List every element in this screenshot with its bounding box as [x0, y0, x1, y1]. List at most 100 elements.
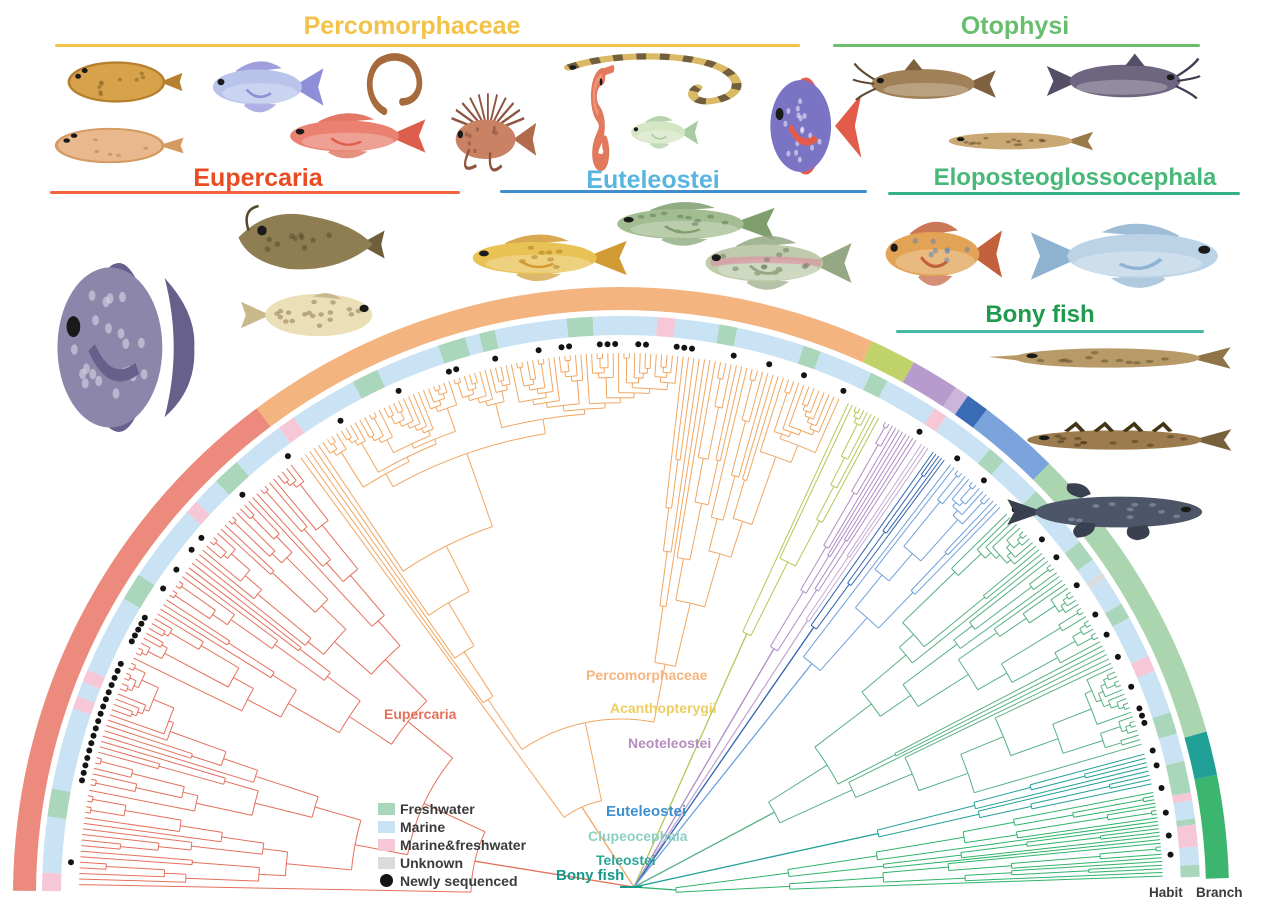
paradise-fish-illustration: [885, 221, 1003, 286]
habit-ring-segment: [236, 427, 291, 477]
legend-label: Newly sequenced: [400, 872, 518, 889]
threadfin-rainbowfish-illustration: [212, 61, 324, 113]
habit-ring-segment: [1180, 864, 1200, 878]
habit-ring-segment: [352, 369, 386, 399]
habit-ring-segment: [377, 345, 445, 388]
newly-sequenced-dot: [840, 387, 847, 394]
newly-sequenced-dot: [635, 341, 642, 348]
internal-label-neoteleostei: Neoteleostei: [628, 735, 712, 751]
habit-ring-segment: [479, 329, 499, 353]
newly-sequenced-dot: [492, 355, 499, 362]
heading-percomorphaceae: Percomorphaceae: [303, 12, 521, 40]
legend-swatch-square: [378, 820, 395, 833]
newly-sequenced-dot: [612, 341, 619, 347]
brown-catfish-illustration: [852, 58, 996, 101]
clade-clade-c: [805, 443, 929, 622]
clade-percomorphaceae: [300, 352, 840, 818]
internal-label-percomorphaceae: Percomorphaceae: [586, 667, 708, 683]
clade-spine-clade-c: [633, 620, 809, 888]
clade-spine-clade-d: [633, 626, 815, 888]
habit-ring-segment: [592, 315, 658, 337]
habit-ring-segment: [77, 681, 101, 703]
habit-ring-segment: [1165, 760, 1191, 796]
habit-ring-segment: [656, 317, 676, 338]
pufferfish-illustration: [240, 293, 373, 337]
habit-ring-segment: [1064, 541, 1093, 571]
dark-catfish-illustration: [1046, 53, 1201, 100]
habit-ring-segment: [1176, 824, 1198, 849]
habit-ring-segment: [716, 324, 738, 347]
habit-ring-segment: [1112, 617, 1149, 664]
habit-ring-segment: [42, 872, 62, 892]
newly-sequenced-dot: [1149, 747, 1156, 754]
newly-sequenced-dot: [79, 777, 85, 784]
heading-underline-euteleostei: [500, 190, 867, 193]
legend-item: Marine&freshwater: [378, 836, 526, 853]
clade-clade-h: [675, 792, 1163, 893]
newly-sequenced-dot: [1092, 611, 1099, 618]
legend-swatch-circle: [380, 874, 393, 887]
newly-sequenced-dot: [1073, 582, 1080, 589]
clade-spine-clade-f: [633, 811, 775, 888]
newly-sequenced-dot: [395, 387, 402, 394]
heading-underline-eloposteoglossocephala: [888, 192, 1240, 195]
newly-sequenced-dot: [188, 546, 195, 553]
legend-label: Unknown: [400, 854, 463, 871]
legend-label: Freshwater: [400, 800, 475, 817]
clade-spine-clade-g: [633, 832, 879, 888]
habit-ring-segment: [123, 574, 155, 609]
newly-sequenced-dot: [689, 345, 695, 352]
legend-swatch-square: [378, 838, 395, 851]
newly-sequenced-dot: [105, 689, 112, 696]
habit-ring-segment: [797, 345, 821, 370]
ladyfish-illustration: [1030, 223, 1218, 288]
branch-ring-segment-clade-e: [973, 409, 1050, 480]
habit-ring-segment: [878, 381, 935, 425]
heading-otophysi: Otophysi: [960, 12, 1070, 40]
red-slender-fish-illustration: [290, 113, 426, 159]
legend-item: Marine: [378, 818, 526, 835]
newly-sequenced-dot: [766, 361, 773, 368]
swamp-eel-illustration: [366, 53, 423, 116]
habit-ring-segment: [465, 333, 484, 356]
newly-sequenced-dot: [1153, 762, 1160, 769]
habit-ring-segment: [733, 327, 804, 364]
habit-ring-segment: [935, 416, 991, 464]
habit-ring-segment: [863, 372, 888, 398]
habit-ring-segment: [1105, 603, 1130, 627]
ring-label-habit: Habit: [1149, 885, 1183, 900]
gar-illustration: [988, 347, 1231, 369]
internal-label-bony-fish: Bony fish: [556, 867, 625, 884]
internal-label-eupercaria: Eupercaria: [384, 706, 457, 722]
newly-sequenced-dot: [801, 372, 807, 379]
bichir-illustration: [1027, 421, 1232, 451]
heading-underline-eupercaria: [50, 191, 460, 194]
newly-sequenced-dot: [1167, 851, 1174, 858]
habit-ring-segment: [1089, 578, 1122, 614]
newly-sequenced-dot: [604, 341, 611, 348]
newly-sequenced-dot: [160, 585, 167, 592]
newly-sequenced-dot: [88, 740, 95, 747]
newly-sequenced-dot: [131, 632, 138, 639]
newly-sequenced-dot: [1158, 785, 1165, 791]
internal-label-clupeocephala: Clupeocephala: [588, 828, 688, 844]
branch-ring-segment-clade-f: [1033, 463, 1207, 738]
heading-eloposteoglossocephala: Eloposteoglossocephala: [933, 164, 1217, 191]
habit-ring-segment: [186, 501, 211, 525]
newly-sequenced-dot: [596, 341, 603, 348]
branch-ring-segment-clade-b: [902, 362, 956, 407]
habit-ring-segment: [1158, 733, 1185, 766]
habit-ring-segment: [438, 337, 471, 364]
opah-illustration: [770, 77, 862, 175]
newly-sequenced-dot: [954, 455, 961, 462]
tonguefish-illustration: [54, 127, 184, 164]
newly-sequenced-dot: [173, 566, 180, 573]
newly-sequenced-dot: [337, 417, 344, 424]
legend-swatch-square: [378, 856, 395, 869]
habit-ring-segment: [82, 669, 106, 689]
clade-clade-e: [803, 464, 1001, 671]
habit-ring-segment: [87, 598, 140, 678]
ring-label-branch: Branch: [1196, 885, 1243, 900]
habit-ring-segment: [293, 381, 362, 433]
legend-item: Unknown: [378, 854, 526, 871]
